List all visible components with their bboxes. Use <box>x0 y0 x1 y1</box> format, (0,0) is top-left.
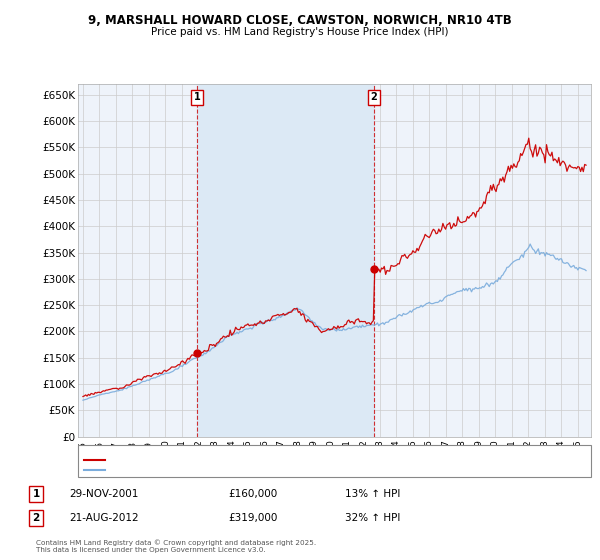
Text: 13% ↑ HPI: 13% ↑ HPI <box>345 489 400 499</box>
Text: 2: 2 <box>371 92 377 102</box>
Text: 9, MARSHALL HOWARD CLOSE, CAWSTON, NORWICH, NR10 4TB: 9, MARSHALL HOWARD CLOSE, CAWSTON, NORWI… <box>88 14 512 27</box>
Text: 1: 1 <box>194 92 200 102</box>
Text: 29-NOV-2001: 29-NOV-2001 <box>69 489 139 499</box>
Text: 1: 1 <box>32 489 40 499</box>
Text: Contains HM Land Registry data © Crown copyright and database right 2025.
This d: Contains HM Land Registry data © Crown c… <box>36 540 316 553</box>
Text: 9, MARSHALL HOWARD CLOSE, CAWSTON, NORWICH, NR10 4TB (detached house): 9, MARSHALL HOWARD CLOSE, CAWSTON, NORWI… <box>108 455 478 464</box>
Bar <box>197 84 374 437</box>
Text: £160,000: £160,000 <box>228 489 277 499</box>
Text: 32% ↑ HPI: 32% ↑ HPI <box>345 513 400 523</box>
Text: £319,000: £319,000 <box>228 513 277 523</box>
Text: Price paid vs. HM Land Registry's House Price Index (HPI): Price paid vs. HM Land Registry's House … <box>151 27 449 37</box>
Text: HPI: Average price, detached house, Broadland: HPI: Average price, detached house, Broa… <box>108 465 322 474</box>
Text: 21-AUG-2012: 21-AUG-2012 <box>69 513 139 523</box>
Text: 2: 2 <box>32 513 40 523</box>
